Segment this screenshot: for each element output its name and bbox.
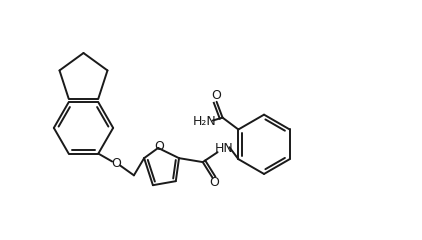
Text: O: O: [210, 176, 219, 189]
Text: O: O: [154, 140, 164, 153]
Text: O: O: [212, 89, 222, 102]
Text: H₂N: H₂N: [193, 115, 216, 128]
Text: O: O: [111, 157, 121, 170]
Text: HN: HN: [215, 142, 234, 155]
